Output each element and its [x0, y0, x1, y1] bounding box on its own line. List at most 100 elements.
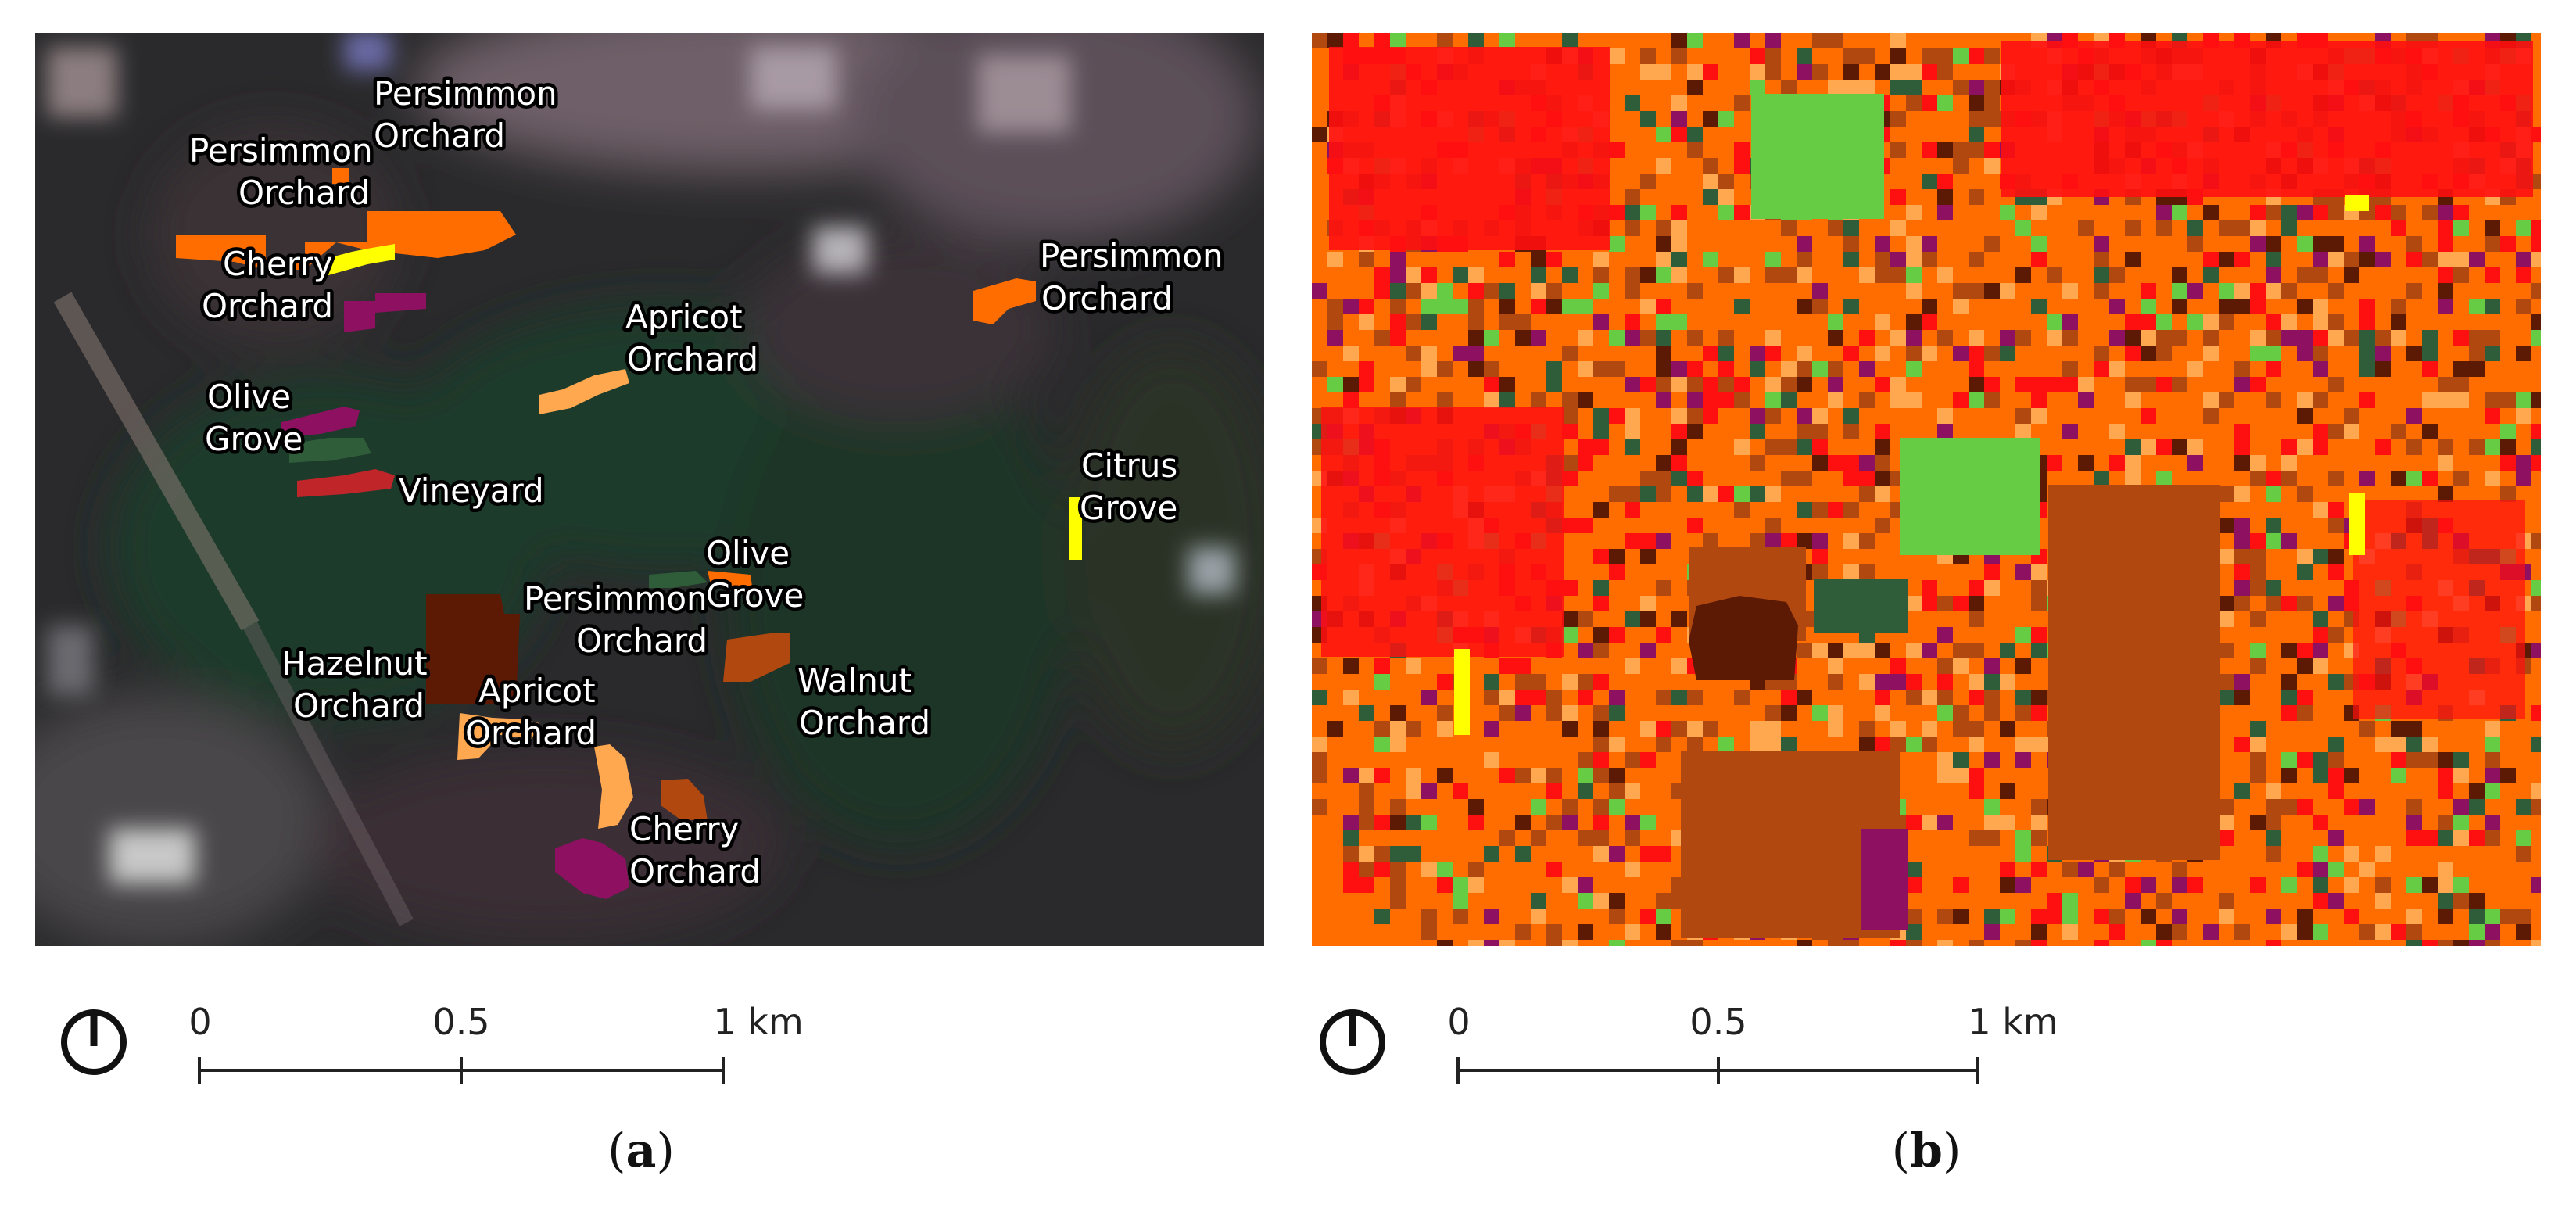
map-pixel [1890, 205, 1906, 220]
field-label: Citrus Grove [1080, 446, 1177, 527]
map-pixel [1437, 690, 1453, 705]
map-pixel [1687, 392, 1703, 408]
map-pixel [1922, 596, 1937, 611]
map-pixel [2469, 346, 2485, 361]
map-pixel [2531, 361, 2541, 377]
map-pixel [2391, 314, 2406, 330]
map-pixel [2141, 299, 2156, 314]
map-pixel [1312, 674, 1327, 690]
map-pixel [1937, 174, 1953, 189]
map-pixel [1828, 220, 1843, 236]
map-pixel [1312, 361, 1327, 377]
map-pixel [1718, 111, 1734, 127]
map-pixel [1843, 48, 1859, 64]
map-pixel [1703, 314, 1718, 330]
map-pixel [1593, 314, 1609, 330]
field-apricot [457, 713, 539, 760]
map-pixel [1656, 64, 1671, 80]
map-pixel [1703, 721, 1718, 737]
map-pixel [2015, 377, 2031, 392]
map-pixel [1703, 392, 1718, 408]
map-pixel [1562, 783, 1578, 799]
map-pixel [2297, 862, 2313, 877]
map-pixel [1453, 783, 1468, 799]
map-pixel [1922, 205, 1937, 220]
map-pixel [1374, 846, 1390, 862]
map-pixel [2234, 377, 2250, 392]
map-pixel [1875, 252, 1890, 267]
map-pixel [2359, 361, 2375, 377]
road-line [243, 622, 414, 926]
map-pixel [1421, 909, 1437, 924]
map-pixel [2453, 815, 2469, 830]
map-pixel [1406, 658, 1421, 674]
map-pixel [1890, 33, 1906, 48]
map-pixel [1437, 361, 1453, 377]
map-pixel [1312, 690, 1327, 705]
map-pixel [2344, 330, 2359, 346]
map-pixel [2438, 392, 2453, 408]
map-pixel [1750, 424, 1765, 439]
map-pixel [1327, 252, 1343, 267]
map-pixel [2156, 909, 2172, 924]
map-pixel [1984, 830, 2000, 846]
map-pixel [1906, 924, 1922, 940]
map-pixel [1656, 95, 1671, 111]
field-olive [289, 438, 371, 463]
map-pixel [1312, 737, 1327, 752]
map-pixel [1656, 533, 1671, 549]
map-pixel [1750, 346, 1765, 361]
map-pixel [1922, 721, 1937, 737]
map-pixel [1562, 596, 1578, 611]
map-pixel [1875, 424, 1890, 439]
map-pixel [1609, 205, 1625, 220]
map-pixel [2328, 564, 2344, 580]
map-pixel [2469, 893, 2485, 909]
map-pixel [1703, 533, 1718, 549]
map-pixel [1437, 299, 1453, 314]
map-pixel [1390, 299, 1406, 314]
map-pixel [2266, 737, 2281, 752]
map-pixel [2438, 252, 2453, 267]
map-pixel [1625, 220, 1640, 236]
map-pixel [2281, 877, 2297, 893]
map-pixel [1390, 392, 1406, 408]
map-pixel [1922, 283, 1937, 299]
map-pixel [1562, 424, 1578, 439]
map-pixel [1578, 299, 1593, 314]
map-pixel [2485, 830, 2500, 846]
map-pixel [1593, 549, 1609, 564]
map-pixel [1875, 439, 1890, 455]
map-pixel [1984, 721, 2000, 737]
map-pixel [1750, 690, 1765, 705]
map-pixel [1671, 189, 1687, 205]
map-pixel [2047, 909, 2062, 924]
map-pixel [2391, 830, 2406, 846]
map-pixel [1562, 267, 1578, 283]
map-pixel [1578, 392, 1593, 408]
map-pixel [1687, 80, 1703, 95]
map-pixel [1875, 674, 1890, 690]
map-pixel [1484, 33, 1499, 48]
map-pixel [1499, 846, 1515, 862]
map-pixel [2297, 299, 2313, 314]
map-pixel [1453, 252, 1468, 267]
field-apricot [539, 369, 629, 414]
map-pixel [1484, 361, 1499, 377]
map-pixel [1969, 158, 1984, 174]
map-pixel [1609, 690, 1625, 705]
map-pixel [1421, 361, 1437, 377]
scale-bar-b: 0 0.5 1 km [1320, 1001, 2058, 1084]
map-pixel [2031, 283, 2047, 299]
map-pixel [2187, 377, 2203, 392]
map-pixel [1953, 768, 1969, 783]
map-pixel [1656, 127, 1671, 142]
map-pixel [1390, 377, 1406, 392]
map-pixel [1687, 690, 1703, 705]
map-pixel [1687, 95, 1703, 111]
map-pixel [2469, 830, 2485, 846]
map-pixel [1890, 189, 1906, 205]
map-pixel [1359, 252, 1374, 267]
map-pixel [2203, 346, 2219, 361]
map-pixel [2328, 267, 2344, 283]
